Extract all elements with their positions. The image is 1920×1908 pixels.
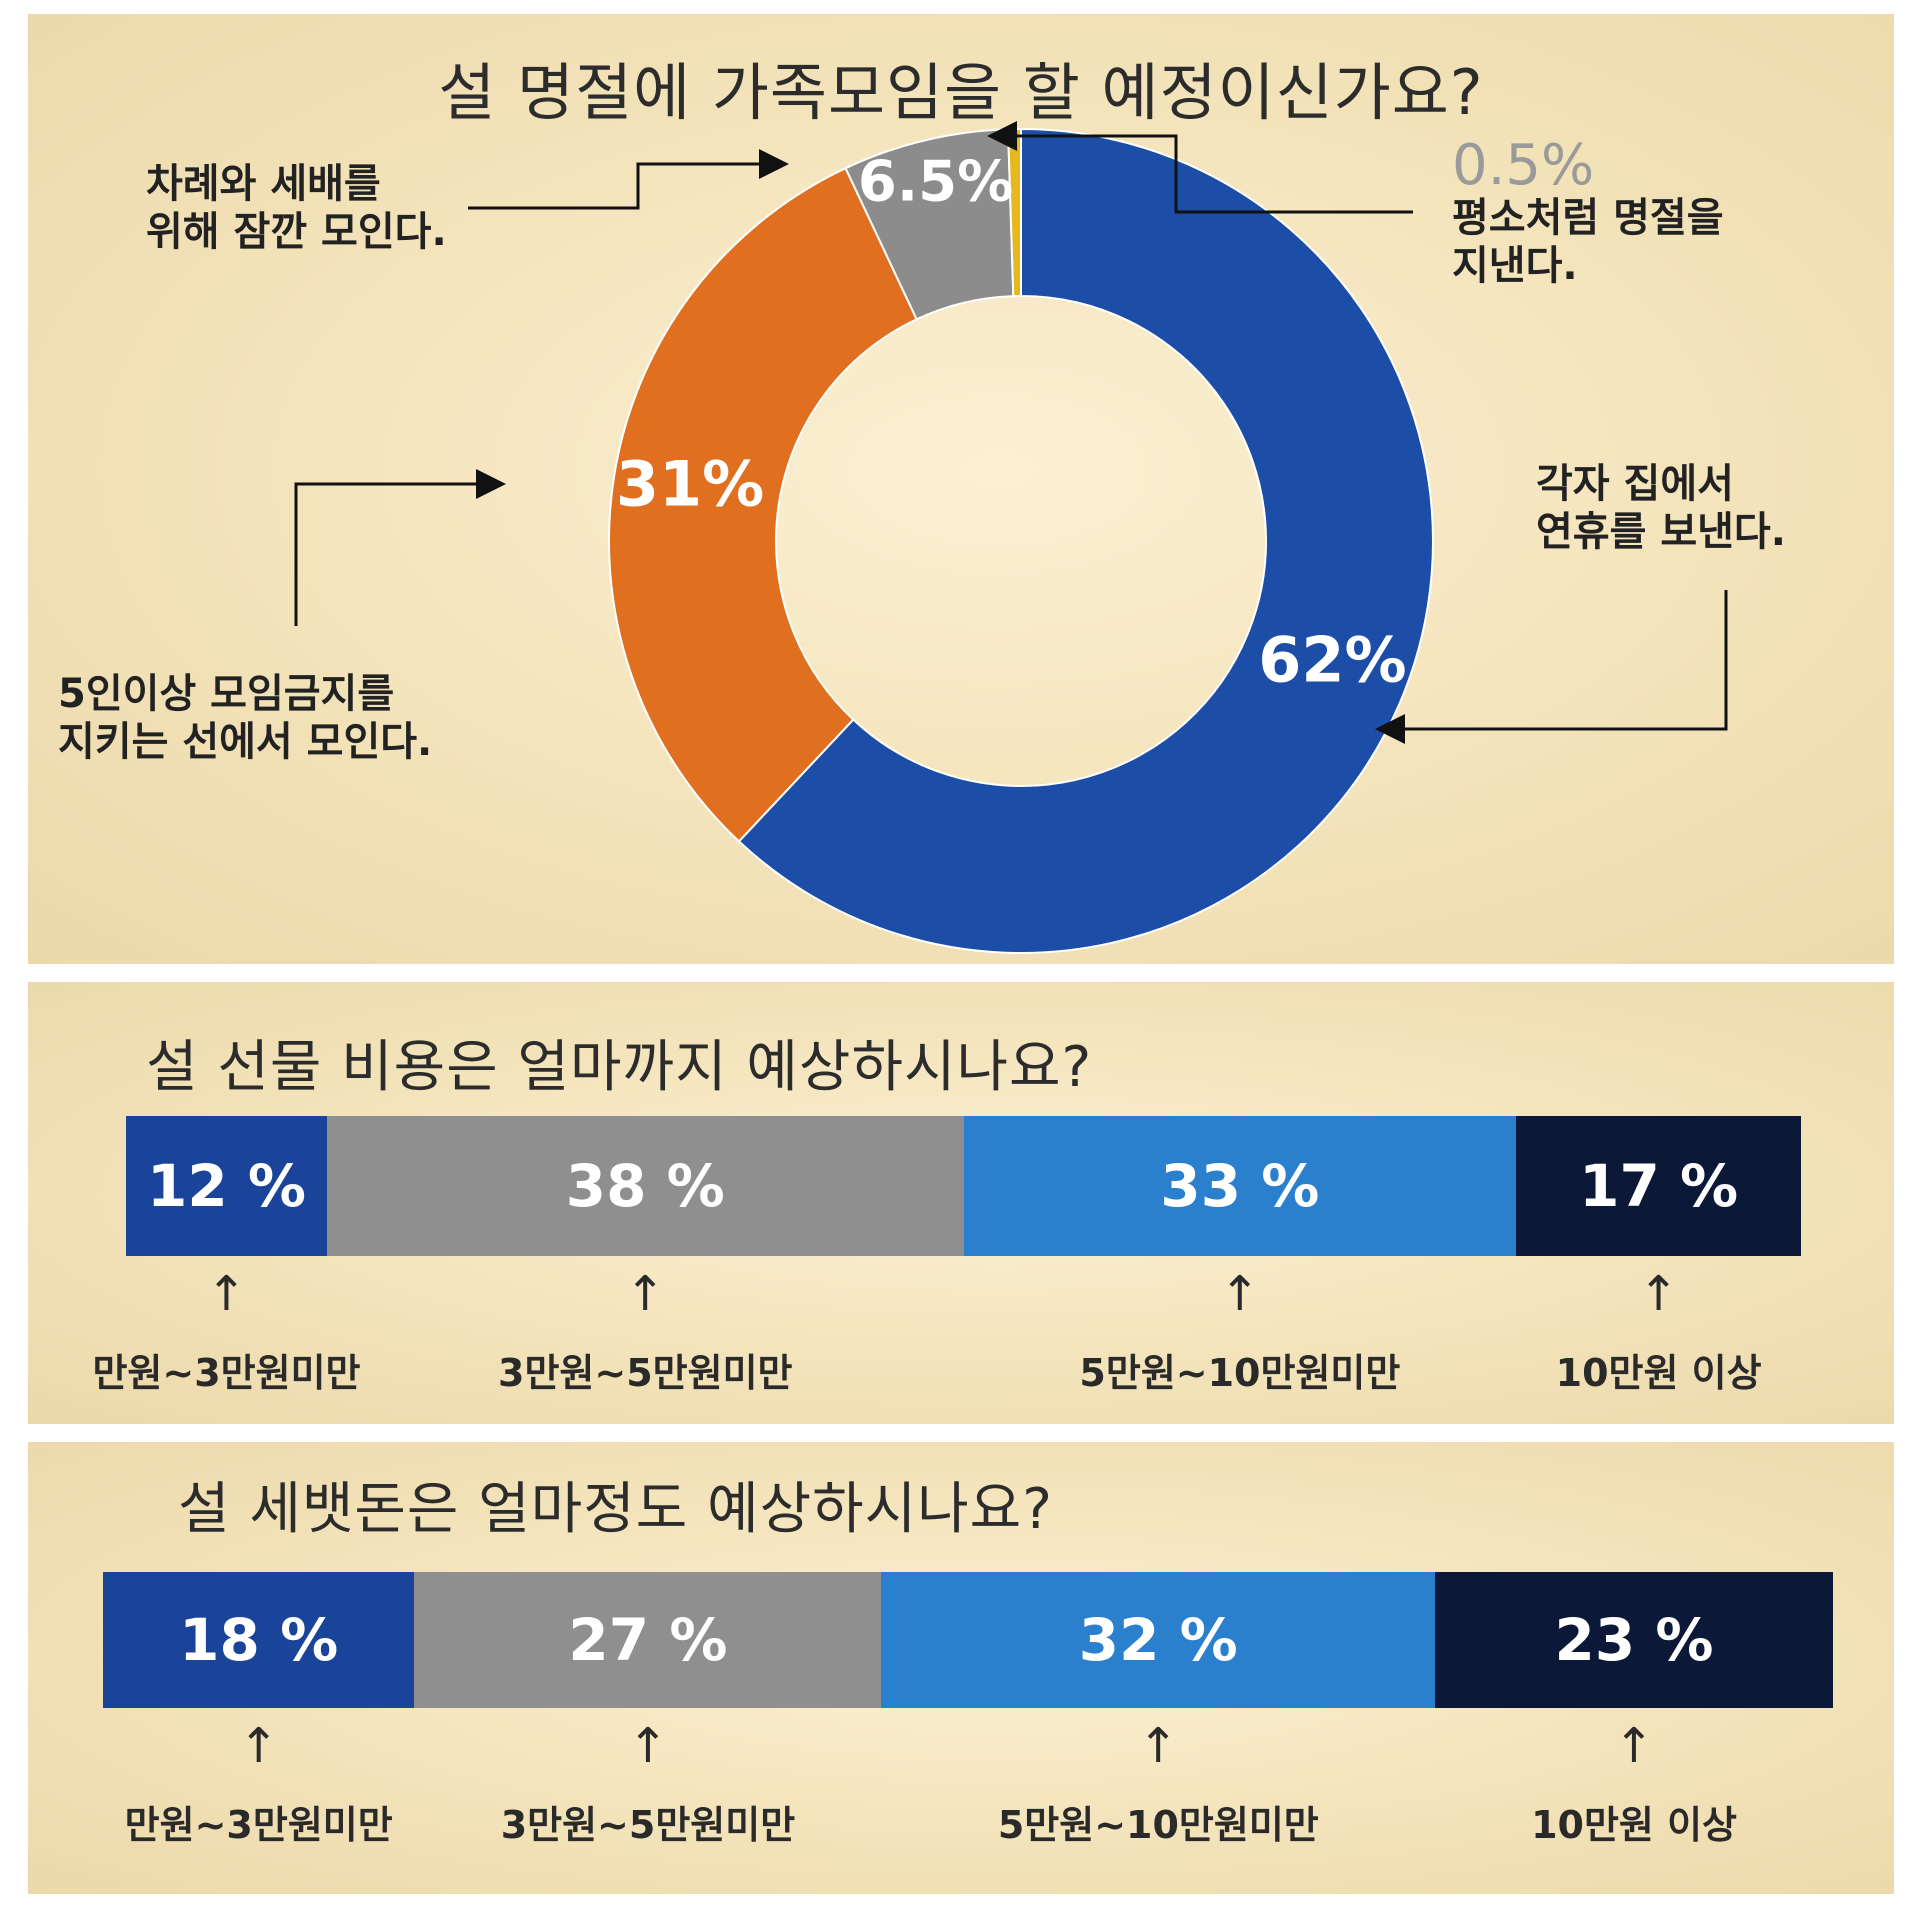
- arrow-up-icon: ↑: [625, 1266, 666, 1322]
- category-label-1: ↑ 3만원~5만원미만: [501, 1722, 795, 1849]
- bar-segment-1: 38 %: [327, 1116, 964, 1256]
- bar-value-label-3: 17 %: [1579, 1152, 1739, 1220]
- category-label-3: ↑ 10만원 이상: [1531, 1722, 1737, 1849]
- bar-segment-3: 17 %: [1516, 1116, 1801, 1256]
- leader-line-6-5: [468, 149, 789, 210]
- category-label-0: ↑ 만원~3만원미만: [125, 1722, 393, 1849]
- category-text-1: 3만원~5만원미만: [498, 1351, 793, 1395]
- category-label-2: ↑ 5만원~10만원미만: [1079, 1270, 1400, 1397]
- bar-segment-1: 27 %: [414, 1572, 882, 1708]
- gift-cost-title: 설 선물 비용은 얼마까지 예상하시나요?: [146, 1035, 1093, 1100]
- bar-segment-0: 12 %: [126, 1116, 327, 1256]
- bar-segment-3: 23 %: [1435, 1572, 1833, 1708]
- bar-value-label-0: 12 %: [146, 1152, 307, 1220]
- category-text-3: 10만원 이상: [1531, 1803, 1738, 1847]
- bar-value-label-1: 27 %: [568, 1606, 728, 1674]
- new-year-money-panel: 설 세뱃돈은 얼마정도 예상하시나요? 18 % 27 % 32 % 23 % ↑ 만원…: [28, 1442, 1894, 1894]
- bar-value-label-2: 32 %: [1078, 1606, 1238, 1674]
- bar-value-label-2: 33 %: [1160, 1152, 1320, 1220]
- donut-chart-title: 설 명절에 가족모임을 할 예정이신가요?: [438, 56, 1484, 129]
- category-text-2: 5만원~10만원미만: [997, 1803, 1319, 1847]
- category-label-1: ↑ 3만원~5만원미만: [498, 1270, 792, 1397]
- leader-line-0-5: [987, 121, 1413, 214]
- donut-slice-0: [737, 127, 1434, 954]
- category-text-3: 10만원 이상: [1555, 1351, 1762, 1395]
- donut-chart: 62% 31% 6.5%: [294, 121, 1728, 954]
- slice-annotation-0-5: 평소처럼 명절을 지낸다.: [1452, 195, 1724, 289]
- arrow-up-icon: ↑: [1219, 1266, 1260, 1322]
- category-text-0: 만원~3만원미만: [124, 1803, 393, 1847]
- category-text-2: 5만원~10만원미만: [1079, 1351, 1401, 1395]
- donut-panel: 설 명절에 가족모임을 할 예정이신가요? 62% 31% 6.5% 각자 집에서 …: [28, 14, 1894, 964]
- new-year-money-title: 설 세뱃돈은 얼마정도 예상하시나요?: [178, 1477, 1053, 1542]
- arrow-up-icon: ↑: [1613, 1718, 1655, 1774]
- donut-value-label-2: 6.5%: [858, 149, 1013, 214]
- donut-slice-1: [608, 166, 919, 843]
- gift-cost-panel: 설 선물 비용은 얼마까지 예상하시나요? 12 % 38 % 33 % 17 % ↑…: [28, 982, 1894, 1424]
- category-label-0: ↑ 만원~3만원미만: [92, 1270, 360, 1397]
- category-text-0: 만원~3만원미만: [92, 1351, 361, 1395]
- arrow-up-icon: ↑: [627, 1718, 669, 1774]
- bar-value-label-1: 38 %: [565, 1152, 725, 1220]
- arrow-up-icon: ↑: [1138, 1718, 1179, 1774]
- donut-value-label-0: 62%: [1258, 623, 1406, 696]
- arrow-up-icon: ↑: [238, 1718, 279, 1774]
- category-label-2: ↑ 5만원~10만원미만: [998, 1722, 1319, 1849]
- bar-value-label-0: 18 %: [179, 1606, 339, 1674]
- arrow-up-icon: ↑: [1638, 1266, 1679, 1322]
- arrow-up-icon: ↑: [206, 1266, 247, 1322]
- slice-annotation-6-5: 차례와 세배를 위해 잠깐 모인다.: [146, 161, 447, 255]
- bar-segment-2: 32 %: [881, 1572, 1436, 1708]
- leader-line-62: [1375, 590, 1728, 744]
- slice-annotation-31: 5인이상 모임금지를 지키는 선에서 모인다.: [58, 671, 433, 765]
- bar-value-label-3: 23 %: [1554, 1606, 1714, 1674]
- leader-line-31: [294, 469, 506, 626]
- category-text-1: 3만원~5만원미만: [500, 1803, 796, 1847]
- bar-segment-0: 18 %: [103, 1572, 415, 1708]
- bar-segment-2: 33 %: [963, 1116, 1517, 1256]
- category-label-3: ↑ 10만원 이상: [1556, 1270, 1762, 1397]
- gift-cost-stacked-bar: 12 % 38 % 33 % 17 %: [126, 1116, 1801, 1256]
- donut-value-label-1: 31%: [616, 448, 764, 521]
- slice-value-label-0-5: 0.5%: [1452, 133, 1595, 198]
- slice-annotation-62: 각자 집에서 연휴를 보낸다.: [1536, 461, 1786, 555]
- new-year-money-stacked-bar: 18 % 27 % 32 % 23 %: [103, 1572, 1833, 1708]
